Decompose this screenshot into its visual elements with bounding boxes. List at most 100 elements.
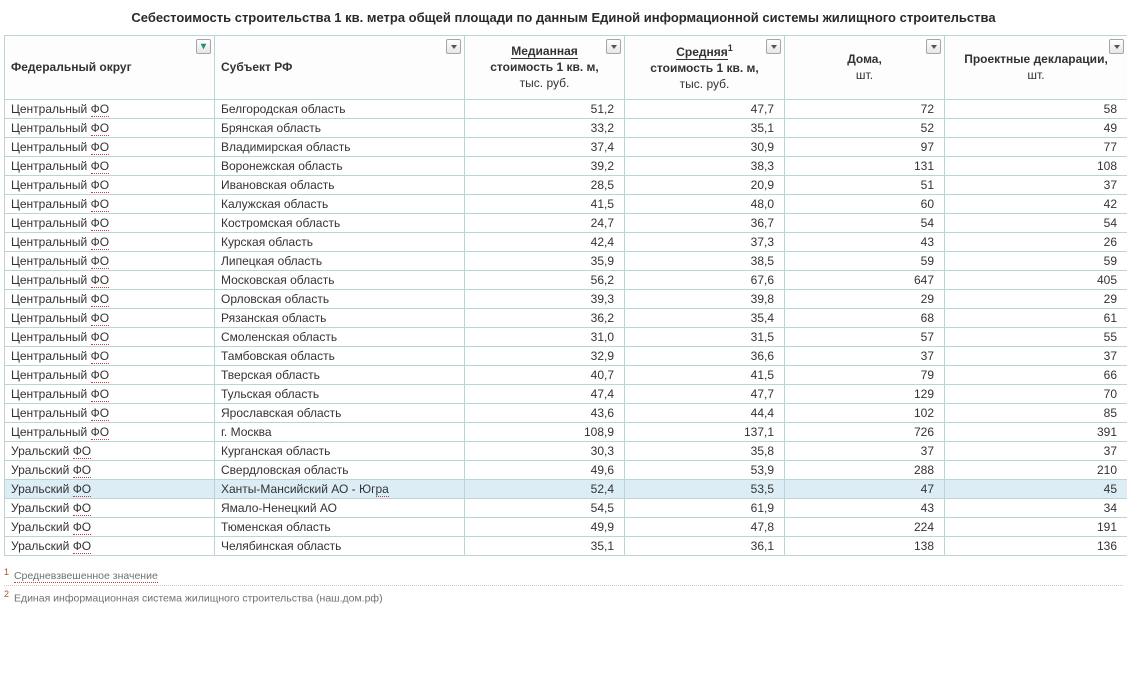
cell-value: 37 xyxy=(945,441,1127,460)
cell-value: 288 xyxy=(785,460,945,479)
cell-value: 43 xyxy=(785,498,945,517)
cell-federal-district: Центральный ФО xyxy=(5,365,215,384)
cell-value: 35,4 xyxy=(625,308,785,327)
cell-value: 34 xyxy=(945,498,1127,517)
footnote-text: Средневзвешенное значение xyxy=(14,570,158,583)
cell-value: 102 xyxy=(785,403,945,422)
cell-value: 68 xyxy=(785,308,945,327)
footnotes: 1 Средневзвешенное значение 2 Единая инф… xyxy=(4,564,1123,608)
cell-value: 29 xyxy=(945,289,1127,308)
cell-value: 54,5 xyxy=(465,498,625,517)
filter-button-active[interactable]: ▾ xyxy=(196,39,211,54)
filter-button[interactable] xyxy=(446,39,461,54)
cell-value: 43,6 xyxy=(465,403,625,422)
cell-value: 37 xyxy=(945,175,1127,194)
cell-value: 59 xyxy=(945,251,1127,270)
chevron-down-icon xyxy=(611,45,617,49)
chevron-down-icon xyxy=(451,45,457,49)
page-title: Себестоимость строительства 1 кв. метра … xyxy=(4,4,1123,35)
cell-federal-district: Центральный ФО xyxy=(5,270,215,289)
cell-value: 37,3 xyxy=(625,232,785,251)
cell-value: 61 xyxy=(945,308,1127,327)
cell-value: 59 xyxy=(785,251,945,270)
cell-value: 32,9 xyxy=(465,346,625,365)
cell-value: 30,9 xyxy=(625,137,785,156)
cell-value: 54 xyxy=(945,213,1127,232)
cell-subject: Московская область xyxy=(215,270,465,289)
cell-subject: Владимирская область xyxy=(215,137,465,156)
cell-value: 45 xyxy=(945,479,1127,498)
filter-button[interactable] xyxy=(1109,39,1124,54)
cell-value: 108,9 xyxy=(465,422,625,441)
cell-value: 30,3 xyxy=(465,441,625,460)
cell-federal-district: Центральный ФО xyxy=(5,99,215,118)
footnote-2: 2 Единая информационная система жилищног… xyxy=(4,586,1123,608)
filter-button[interactable] xyxy=(606,39,621,54)
header-label: шт. xyxy=(856,68,873,82)
table-row: Центральный ФОИвановская область28,520,9… xyxy=(5,175,1127,194)
cell-federal-district: Центральный ФО xyxy=(5,346,215,365)
table-row: Центральный ФОКалужская область41,548,06… xyxy=(5,194,1127,213)
header-federal-district: Федеральный округ ▾ xyxy=(5,36,215,100)
cell-value: 37 xyxy=(785,346,945,365)
cell-subject: Орловская область xyxy=(215,289,465,308)
cell-value: 35,8 xyxy=(625,441,785,460)
footnote-ref: 1 xyxy=(728,43,733,53)
cell-value: 55 xyxy=(945,327,1127,346)
table-row: Центральный ФОВоронежская область39,238,… xyxy=(5,156,1127,175)
cell-value: 53,9 xyxy=(625,460,785,479)
cell-federal-district: Центральный ФО xyxy=(5,118,215,137)
table-row: Центральный ФОМосковская область56,267,6… xyxy=(5,270,1127,289)
cell-subject: Воронежская область xyxy=(215,156,465,175)
cell-value: 47,4 xyxy=(465,384,625,403)
footnote-text: Единая информационная система жилищного … xyxy=(14,593,383,605)
cell-value: 67,6 xyxy=(625,270,785,289)
cell-federal-district: Уральский ФО xyxy=(5,441,215,460)
cell-value: 37 xyxy=(945,346,1127,365)
cell-federal-district: Центральный ФО xyxy=(5,137,215,156)
cell-subject: Тверская область xyxy=(215,365,465,384)
cell-subject: Свердловская область xyxy=(215,460,465,479)
header-median: Медианная стоимость 1 кв. м, тыс. руб. xyxy=(465,36,625,100)
chevron-down-icon xyxy=(1114,45,1120,49)
cell-subject: Рязанская область xyxy=(215,308,465,327)
cell-value: 38,5 xyxy=(625,251,785,270)
cell-value: 131 xyxy=(785,156,945,175)
table-row: Центральный ФОВладимирская область37,430… xyxy=(5,137,1127,156)
cell-federal-district: Центральный ФО xyxy=(5,194,215,213)
cell-subject: Ямало-Ненецкий АО xyxy=(215,498,465,517)
cell-value: 54 xyxy=(785,213,945,232)
cell-federal-district: Центральный ФО xyxy=(5,251,215,270)
cell-value: 35,9 xyxy=(465,251,625,270)
cell-federal-district: Центральный ФО xyxy=(5,156,215,175)
table-row: Уральский ФОКурганская область30,335,837… xyxy=(5,441,1127,460)
cell-federal-district: Центральный ФО xyxy=(5,308,215,327)
cell-subject: Ивановская область xyxy=(215,175,465,194)
cell-value: 49 xyxy=(945,118,1127,137)
cell-federal-district: Уральский ФО xyxy=(5,498,215,517)
cell-value: 49,6 xyxy=(465,460,625,479)
cell-value: 31,5 xyxy=(625,327,785,346)
cell-subject: Калужская область xyxy=(215,194,465,213)
cell-value: 39,3 xyxy=(465,289,625,308)
cell-value: 129 xyxy=(785,384,945,403)
data-table: Федеральный округ ▾ Субъект РФ Медианная… xyxy=(4,35,1127,556)
cell-value: 26 xyxy=(945,232,1127,251)
cell-value: 52 xyxy=(785,118,945,137)
filter-button[interactable] xyxy=(926,39,941,54)
header-label: Средняя xyxy=(676,45,728,60)
cell-value: 40,7 xyxy=(465,365,625,384)
cell-value: 44,4 xyxy=(625,403,785,422)
cell-value: 79 xyxy=(785,365,945,384)
cell-federal-district: Центральный ФО xyxy=(5,175,215,194)
filter-button[interactable] xyxy=(766,39,781,54)
cell-value: 57 xyxy=(785,327,945,346)
cell-value: 391 xyxy=(945,422,1127,441)
cell-subject: Тульская область xyxy=(215,384,465,403)
cell-value: 56,2 xyxy=(465,270,625,289)
header-average: Средняя1 стоимость 1 кв. м, тыс. руб. xyxy=(625,36,785,100)
header-label: шт. xyxy=(1027,68,1044,82)
cell-value: 43 xyxy=(785,232,945,251)
cell-subject: Брянская область xyxy=(215,118,465,137)
cell-value: 48,0 xyxy=(625,194,785,213)
